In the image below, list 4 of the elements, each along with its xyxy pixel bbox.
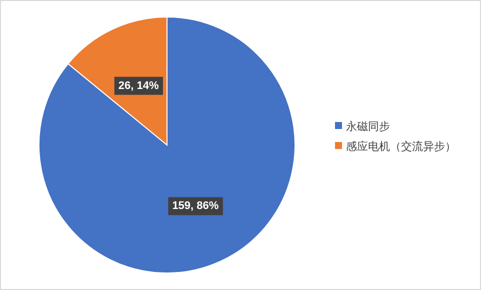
data-label: 159, 86% — [172, 200, 219, 212]
legend-label: 永磁同步 — [346, 120, 390, 133]
legend-label: 感应电机（交流异步） — [346, 140, 456, 153]
data-label: 26, 14% — [118, 80, 159, 92]
